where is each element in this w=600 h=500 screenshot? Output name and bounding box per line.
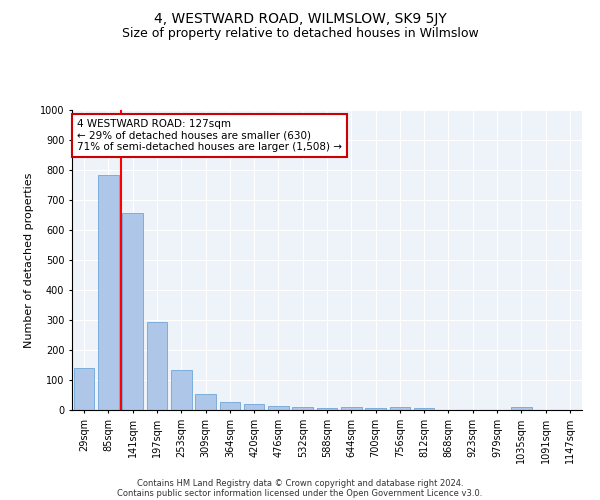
- Text: Contains public sector information licensed under the Open Government Licence v3: Contains public sector information licen…: [118, 488, 482, 498]
- Bar: [414, 408, 434, 410]
- Bar: [268, 406, 289, 410]
- Bar: [244, 404, 265, 410]
- Bar: [195, 394, 216, 410]
- Text: Contains HM Land Registry data © Crown copyright and database right 2024.: Contains HM Land Registry data © Crown c…: [137, 478, 463, 488]
- Bar: [317, 408, 337, 410]
- Bar: [98, 174, 119, 410]
- Bar: [171, 370, 191, 410]
- Text: Size of property relative to detached houses in Wilmslow: Size of property relative to detached ho…: [122, 28, 478, 40]
- Bar: [146, 322, 167, 410]
- Bar: [74, 368, 94, 410]
- Bar: [341, 407, 362, 410]
- Bar: [220, 402, 240, 410]
- Bar: [389, 407, 410, 410]
- Bar: [292, 407, 313, 410]
- Bar: [122, 212, 143, 410]
- Y-axis label: Number of detached properties: Number of detached properties: [25, 172, 34, 348]
- Text: 4 WESTWARD ROAD: 127sqm
← 29% of detached houses are smaller (630)
71% of semi-d: 4 WESTWARD ROAD: 127sqm ← 29% of detache…: [77, 119, 342, 152]
- Bar: [365, 408, 386, 410]
- Bar: [511, 407, 532, 410]
- Text: 4, WESTWARD ROAD, WILMSLOW, SK9 5JY: 4, WESTWARD ROAD, WILMSLOW, SK9 5JY: [154, 12, 446, 26]
